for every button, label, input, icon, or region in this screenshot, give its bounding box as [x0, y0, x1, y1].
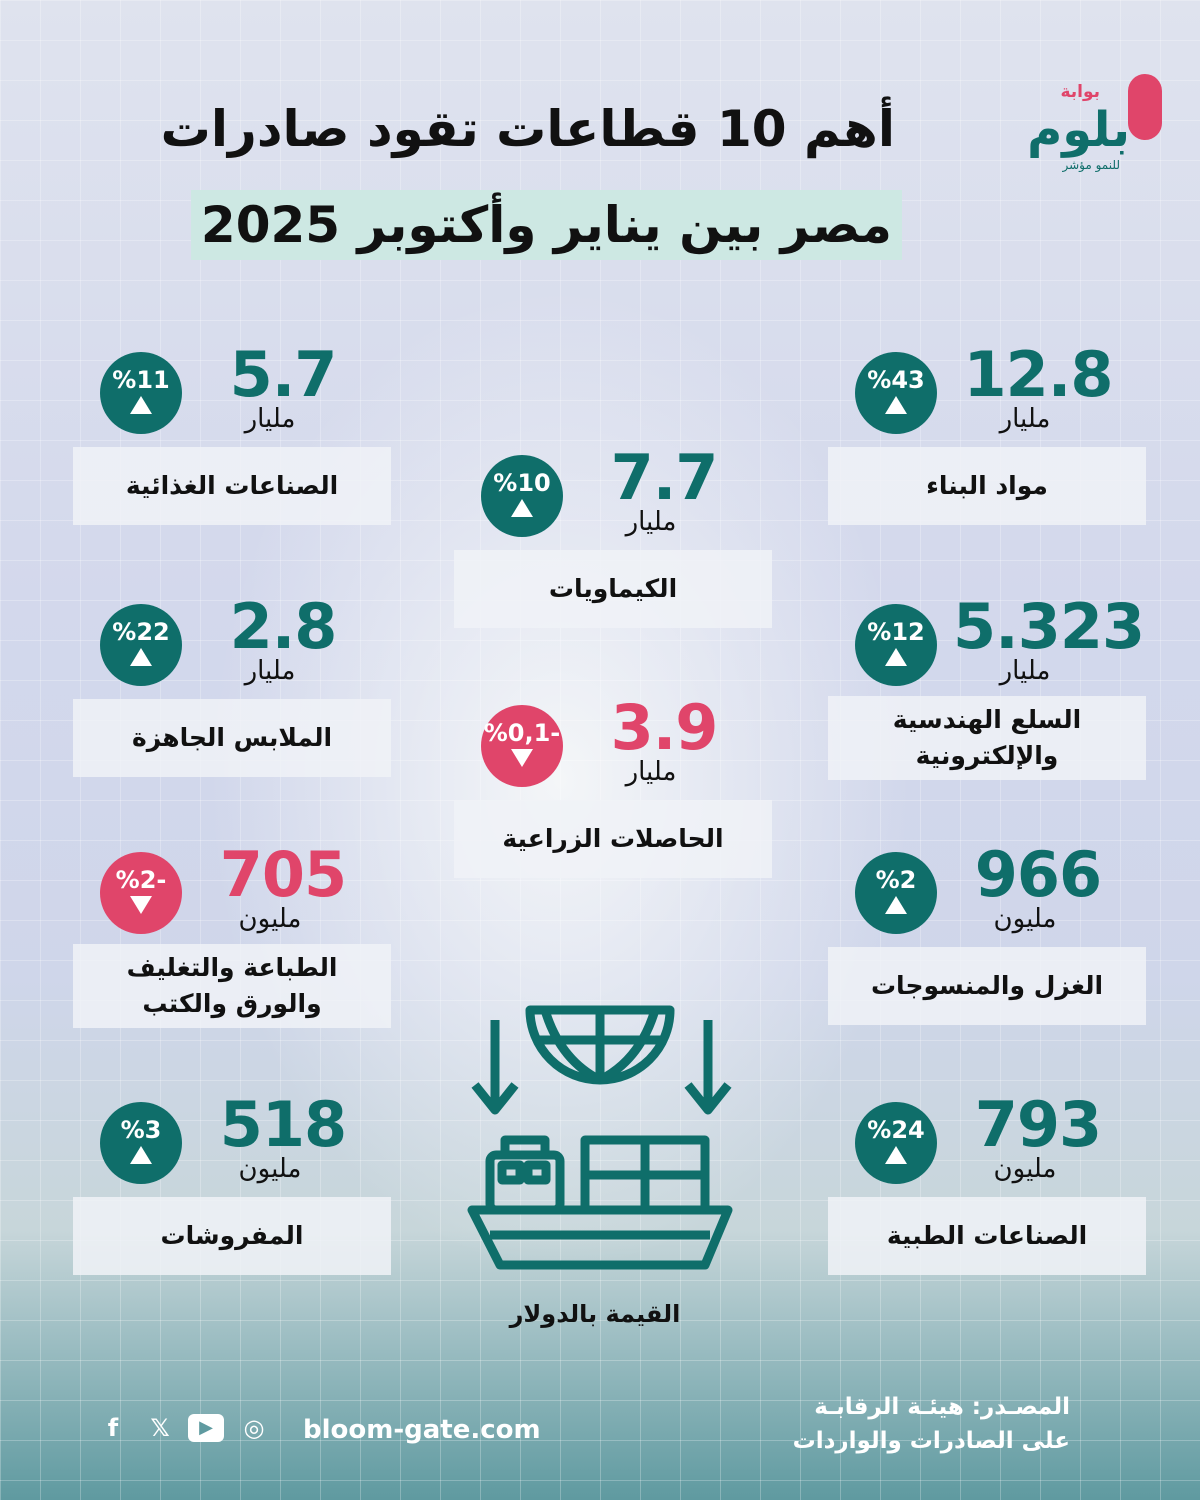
sector-name: الصناعات الغذائية [73, 447, 391, 525]
sector-value: 7.7 [610, 441, 719, 514]
instagram-icon[interactable]: ◎ [243, 1414, 265, 1442]
sector-value: 5.323 [953, 590, 1145, 663]
bloom-logo: بوابة بلوم للنمو مؤشر [1000, 72, 1170, 182]
sector-unit: مليون [238, 904, 302, 934]
sector-name: السلع الهندسية والإلكترونية [828, 696, 1146, 780]
sector-unit: مليون [993, 904, 1057, 934]
arrow-up-icon [885, 1146, 907, 1164]
arrow-up-icon [511, 499, 533, 517]
sector-value: 2.8 [229, 590, 338, 663]
sector-card: %43 12.8 مليار مواد البناء [828, 344, 1146, 525]
sector-unit: مليار [999, 656, 1051, 686]
microphone-icon [1128, 74, 1162, 140]
sector-value: 793 [974, 1088, 1102, 1161]
sector-unit: مليار [625, 757, 677, 787]
sector-unit: مليار [999, 404, 1051, 434]
change-percent: %2- [115, 866, 167, 894]
sector-unit: مليار [625, 507, 677, 537]
source-line-2: على الصادرات والواردات [792, 1428, 1070, 1454]
arrow-up-icon [130, 396, 152, 414]
sector-name: الصناعات الطبية [828, 1197, 1146, 1275]
sector-name: المفروشات [73, 1197, 391, 1275]
sector-card: %0,1- 3.9 مليار الحاصلات الزراعية [454, 697, 772, 878]
sector-name: مواد البناء [828, 447, 1146, 525]
sector-unit: مليون [238, 1154, 302, 1184]
source: المصـدر: هيئـة الرقابـة على الصادرات وال… [793, 1390, 1070, 1458]
change-badge: %0,1- [481, 705, 563, 787]
sector-card: %24 793 مليون الصناعات الطبية [828, 1094, 1146, 1275]
change-badge: %10 [481, 455, 563, 537]
arrow-up-icon [130, 648, 152, 666]
change-percent: %24 [867, 1116, 925, 1144]
sector-card: %2 966 مليون الغزل والمنسوجات [828, 844, 1146, 1025]
change-badge: %3 [100, 1102, 182, 1184]
change-percent: %10 [493, 469, 551, 497]
youtube-icon[interactable]: ▶ [188, 1414, 224, 1442]
arrow-down-icon [130, 896, 152, 914]
change-percent: %2 [875, 866, 917, 894]
cargo-ship-icon [467, 1005, 733, 1270]
sector-value: 5.7 [229, 338, 338, 411]
website-link[interactable]: bloom-gate.com [303, 1415, 541, 1445]
change-badge: %22 [100, 604, 182, 686]
change-percent: %3 [120, 1116, 162, 1144]
sector-value: 705 [219, 838, 347, 911]
change-badge: %24 [855, 1102, 937, 1184]
sector-card: %12 5.323 مليار السلع الهندسية والإلكترو… [828, 596, 1146, 780]
change-percent: %11 [112, 366, 170, 394]
arrow-up-icon [130, 1146, 152, 1164]
sector-unit: مليون [993, 1154, 1057, 1184]
change-badge: %2- [100, 852, 182, 934]
logo-name: بلوم [1027, 102, 1130, 158]
sector-card: %11 5.7 مليار الصناعات الغذائية [73, 344, 391, 525]
sector-unit: مليار [244, 404, 296, 434]
sector-card: %3 518 مليون المفروشات [73, 1094, 391, 1275]
change-percent: %0,1- [483, 719, 561, 747]
arrow-up-icon [885, 648, 907, 666]
sector-name: الحاصلات الزراعية [454, 800, 772, 878]
facebook-icon[interactable]: f [107, 1414, 119, 1442]
sector-name: الغزل والمنسوجات [828, 947, 1146, 1025]
arrow-up-icon [885, 896, 907, 914]
sector-value: 966 [974, 838, 1102, 911]
change-badge: %12 [855, 604, 937, 686]
title-line-1: أهم 10 قطاعات تقود صادرات [160, 100, 895, 158]
change-percent: %12 [867, 618, 925, 646]
sector-value: 3.9 [610, 691, 719, 764]
sector-card: %22 2.8 مليار الملابس الجاهزة [73, 596, 391, 777]
sector-unit: مليار [244, 656, 296, 686]
change-percent: %43 [867, 366, 925, 394]
logo-small: بوابة [1060, 82, 1100, 102]
sector-name: الطباعة والتغليف والورق والكتب [73, 944, 391, 1028]
sector-card: %2- 705 مليون الطباعة والتغليف والورق وا… [73, 844, 391, 1028]
change-badge: %11 [100, 352, 182, 434]
arrow-down-icon [511, 749, 533, 767]
title-line-2: مصر بين يناير وأكتوبر 2025 [190, 190, 902, 260]
sector-name: الكيماويات [454, 550, 772, 628]
change-badge: %2 [855, 852, 937, 934]
sector-value: 12.8 [963, 338, 1114, 411]
sector-value: 518 [219, 1088, 347, 1161]
change-percent: %22 [112, 618, 170, 646]
change-badge: %43 [855, 352, 937, 434]
sector-name: الملابس الجاهزة [73, 699, 391, 777]
currency-note: القيمة بالدولار [509, 1300, 681, 1328]
x-icon[interactable]: 𝕏 [150, 1414, 170, 1442]
sector-card: %10 7.7 مليار الكيماويات [454, 447, 772, 628]
source-line-1: المصـدر: هيئـة الرقابـة [814, 1394, 1070, 1420]
arrow-up-icon [885, 396, 907, 414]
logo-tagline: للنمو مؤشر [1062, 158, 1120, 172]
